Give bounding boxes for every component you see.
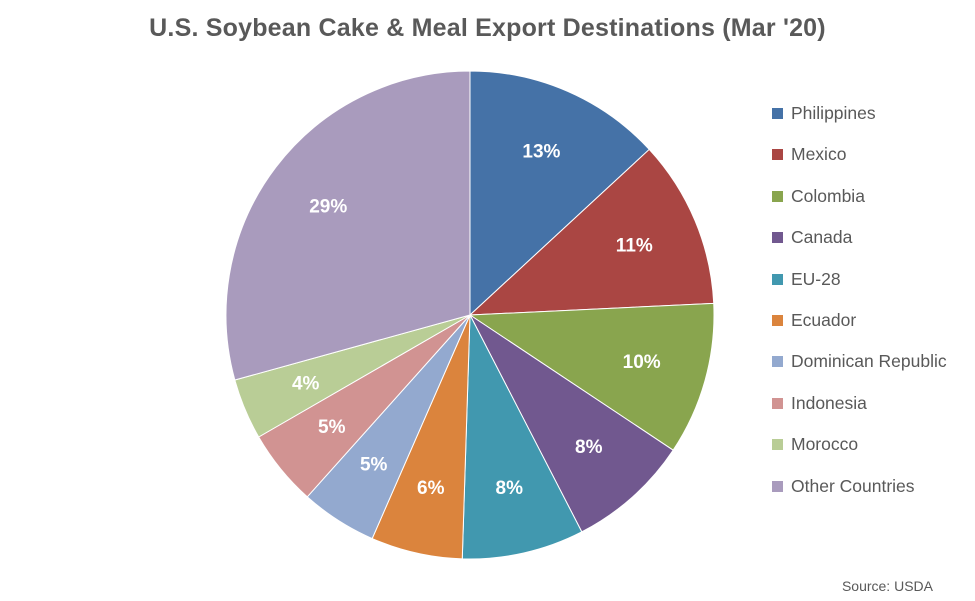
data-label-colombia: 10%: [623, 352, 661, 373]
legend-swatch: [772, 108, 783, 119]
data-label-dominican-republic: 5%: [360, 454, 388, 475]
legend-swatch: [772, 315, 783, 326]
legend-swatch: [772, 232, 783, 244]
legend-label: EU-28: [791, 268, 841, 289]
legend-swatch: [772, 439, 783, 451]
legend-swatch: [772, 480, 783, 492]
legend-swatch: [772, 190, 783, 202]
data-label-canada: 8%: [575, 437, 603, 458]
data-label-mexico: 11%: [616, 236, 653, 257]
data-label-ecuador: 6%: [417, 478, 445, 499]
legend-swatch: [772, 397, 783, 409]
legend-label: Colombia: [791, 185, 865, 206]
legend-label: Morocco: [791, 434, 859, 455]
legend-swatch: [772, 356, 783, 368]
legend-label: Mexico: [791, 144, 847, 165]
data-label-indonesia: 5%: [318, 417, 346, 438]
legend-label: Other Countries: [791, 475, 915, 496]
legend-label: Ecuador: [791, 310, 857, 330]
pie-slice-other-countries: [225, 70, 471, 381]
data-label-eu-28: 8%: [496, 478, 524, 499]
legend-label: Canada: [791, 227, 853, 248]
legend-label: Philippines: [791, 103, 876, 123]
source-note: Source: USDA: [841, 578, 933, 594]
pie-slice-colombia: [468, 302, 715, 451]
legend-swatch: [772, 273, 783, 285]
data-label-morocco: 4%: [292, 373, 320, 394]
pie-slice-canada: [468, 313, 674, 533]
data-label-philippines: 13%: [522, 141, 560, 162]
legend-swatch: [772, 149, 783, 161]
legend-label: Dominican Republic: [791, 351, 947, 372]
pie-slice-philippines: [469, 70, 650, 317]
chart-title: U.S. Soybean Cake & Meal Export Destinat…: [149, 14, 826, 42]
pie-slice-eu-28: [461, 313, 583, 560]
legend-label: Indonesia: [791, 392, 867, 413]
pie-slice-mexico: [468, 148, 715, 316]
data-label-other-countries: 29%: [309, 197, 347, 218]
